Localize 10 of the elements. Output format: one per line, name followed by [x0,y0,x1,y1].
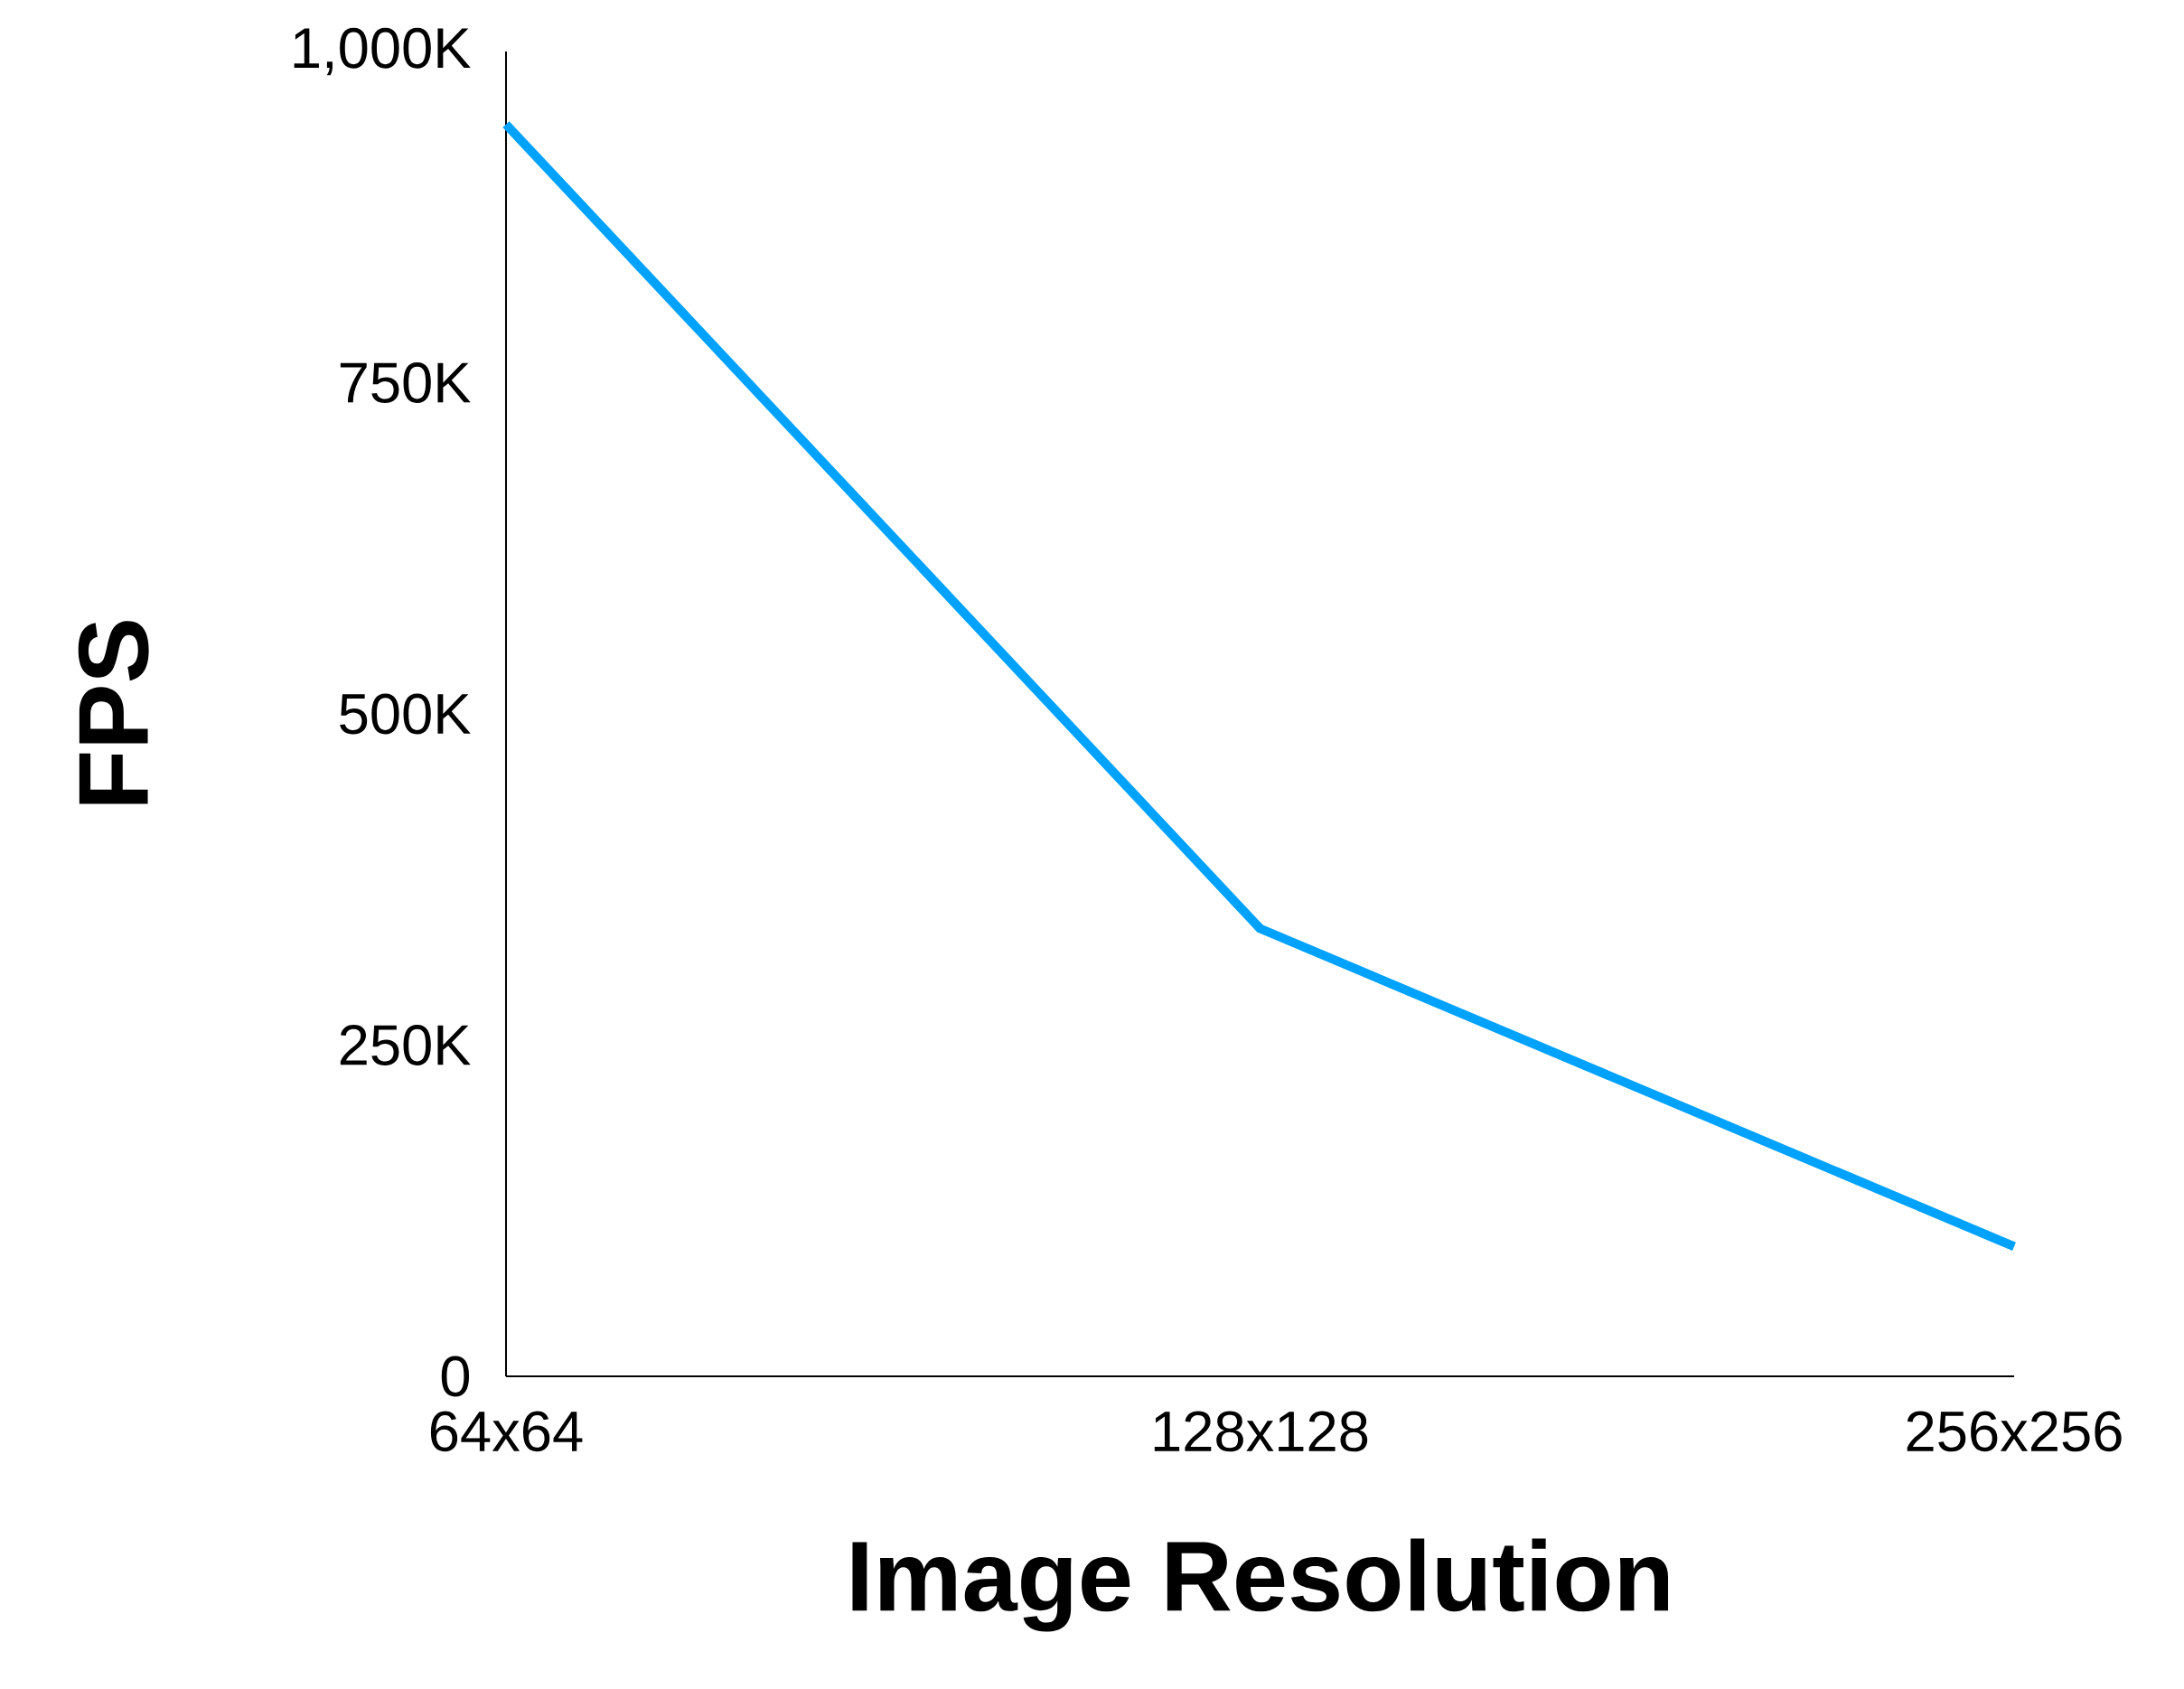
x-tick-label: 64x64 [430,1411,583,1452]
y-tick-label: 250K [340,1025,471,1065]
y-tick-label: 1,000K [294,27,471,76]
x-tick-label: 256x256 [1907,1411,2122,1452]
y-axis-title: FPS [78,621,149,804]
y-tick-label: 750K [340,362,471,403]
x-tick-label: 128x128 [1154,1411,1368,1452]
y-tick-label: 0 [441,1356,470,1397]
y-tick-label: 500K [340,693,471,735]
x-axis-title: Image Resolution [852,1538,1669,1632]
